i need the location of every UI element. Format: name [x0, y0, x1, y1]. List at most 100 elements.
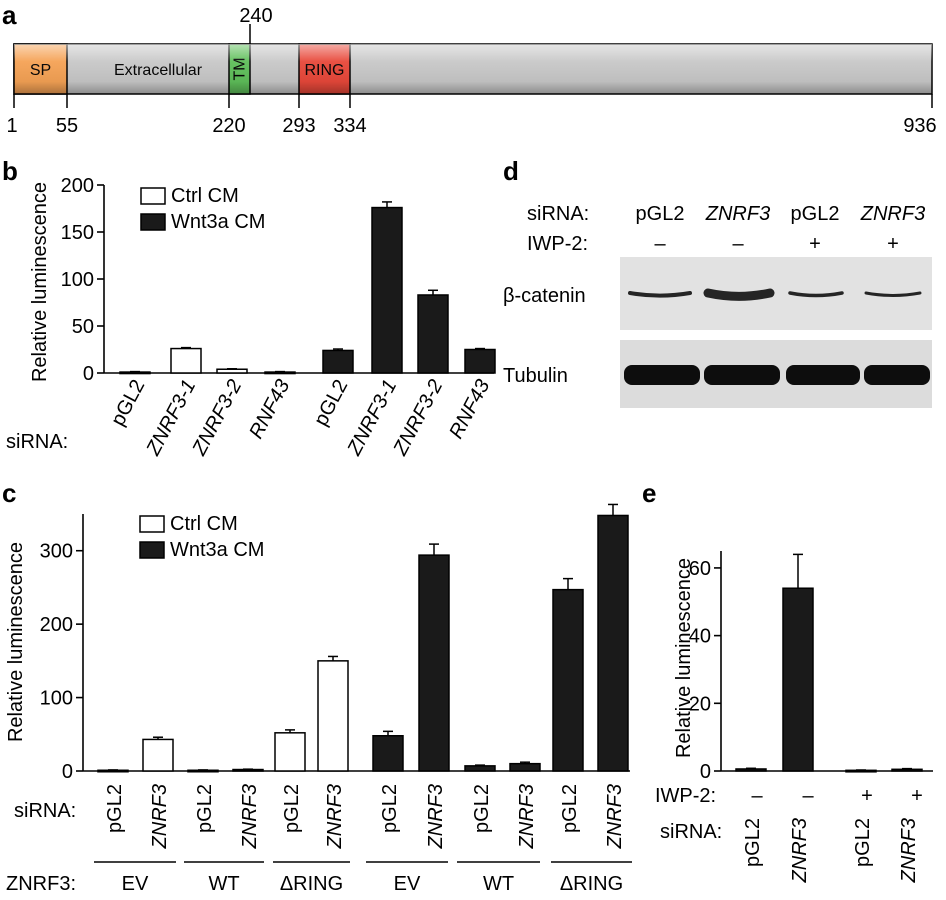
bar-wnt3a-cm-8: [464, 765, 496, 772]
x-label-3: RNF43: [245, 376, 294, 442]
tick-label-1: 1: [6, 115, 17, 137]
panel-c: c Relative luminescence 0 100 200 300 pGL2 ZN…: [2, 478, 632, 895]
bar-wnt3a-cm-7: [464, 348, 496, 374]
x-label-1: ZNRF3: [149, 784, 171, 849]
x-label-6: pGL2: [379, 784, 401, 833]
x-label-0: pGL2: [742, 818, 764, 867]
bar-ctrl-cm-1: [142, 738, 174, 772]
row-label-znrf3-c: ZNRF3:: [6, 873, 76, 895]
y-tick-label-20: 20: [689, 693, 711, 715]
legend-swatch-1: [139, 541, 165, 559]
tick-label-334: 334: [333, 115, 366, 137]
tick-label-293: 293: [282, 115, 315, 137]
bar-wnt3a-cm-5: [371, 206, 403, 374]
legend-swatch-0: [140, 187, 166, 205]
y-tick-label-0: 0: [700, 761, 711, 783]
bar-ctrl-cm-2: [187, 769, 219, 773]
cylinder-shading: [14, 44, 932, 94]
bar-ctrl-cm-3: [264, 371, 296, 375]
legend-label-1: Wnt3a CM: [171, 211, 265, 233]
beta-catenin-band-3: [864, 291, 922, 297]
y-tick-label-300: 300: [40, 541, 73, 563]
blot-label-tubulin: Tubulin: [503, 365, 568, 387]
x-label-1: ZNRF3: [789, 818, 811, 883]
tubulin-band-1: [704, 365, 780, 385]
group-label-2: ΔRING: [280, 873, 343, 895]
x-label-11: ZNRF3: [604, 784, 626, 849]
lane-iwp-1: –: [732, 233, 744, 255]
x-label-9: ZNRF3: [516, 784, 538, 849]
lane-iwp-0: –: [654, 233, 666, 255]
x-label-0: pGL2: [107, 376, 149, 430]
lane-sirna-3: ZNRF3: [860, 203, 925, 225]
bar-wnt3a-cm-11: [597, 514, 629, 772]
lane-sirna-2: pGL2: [791, 203, 840, 225]
x-label-7: ZNRF3: [425, 784, 447, 849]
row-label-iwp-e: IWP-2:: [655, 785, 716, 807]
panel-letter-c: c: [2, 478, 16, 508]
bar-ctrl-cm-5: [317, 660, 349, 772]
panel-b: b Relative luminescence 0 50 100 150 200 pGL2…: [2, 156, 496, 460]
x-label-2: pGL2: [852, 818, 874, 867]
x-label-2: pGL2: [194, 784, 216, 833]
panel-d: d siRNA: IWP-2: pGL2 – ZNRF3 – pGL2 + ZNRF3 + β…: [503, 156, 932, 408]
lane-iwp-2: +: [809, 233, 821, 255]
bar-wnt3a-cm-6: [417, 294, 449, 374]
row-label-sirna-b: siRNA:: [6, 431, 68, 453]
panel-letter-b: b: [2, 156, 18, 186]
y-tick-label-200: 200: [40, 614, 73, 636]
iwp-sign-0: –: [751, 785, 763, 807]
x-label-3: ZNRF3: [239, 784, 261, 849]
ylabel-e: Relative luminescence: [673, 558, 695, 758]
x-label-8: pGL2: [471, 784, 493, 833]
y-tick-label-100: 100: [40, 688, 73, 710]
tubulin-band-2: [786, 365, 860, 385]
group-label-3: EV: [394, 873, 421, 895]
y-tick-label-100: 100: [61, 269, 94, 291]
y-tick-label-150: 150: [61, 222, 94, 244]
ylabel-c: Relative luminescence: [5, 542, 27, 742]
chart-c: 0 100 200 300 pGL2 ZNRF3 pGL2 ZNRF3 pGL2 ZNRF3 pGL…: [40, 503, 632, 895]
bar-ctrl-cm-4: [274, 732, 306, 772]
x-label-7: RNF43: [445, 376, 494, 442]
bar--3: [891, 768, 923, 772]
y-tick-label-200: 200: [61, 175, 94, 197]
bar-ctrl-cm-3: [232, 768, 264, 772]
bar--0: [735, 768, 767, 772]
beta-catenin-band-1: [703, 288, 775, 301]
y-tick-label-0: 0: [62, 761, 73, 783]
bar-wnt3a-cm-9: [509, 762, 541, 772]
row-label-sirna-c: siRNA:: [14, 800, 76, 822]
y-tick-label-0: 0: [83, 363, 94, 385]
y-tick-label-50: 50: [72, 316, 94, 338]
blot-bands: [624, 288, 930, 385]
panel-e: e Relative luminescence 0 20 40 60 pGL2 ZNRF3…: [642, 478, 933, 883]
row-label-sirna-d: siRNA:: [527, 203, 589, 225]
x-label-3: ZNRF3: [898, 818, 920, 883]
lane-sirna-1: ZNRF3: [705, 203, 770, 225]
group-label-0: EV: [122, 873, 149, 895]
bar-ctrl-cm-2: [216, 368, 248, 374]
bar--1: [782, 587, 814, 772]
x-label-4: pGL2: [310, 376, 352, 430]
legend-swatch-1: [140, 213, 166, 231]
x-label-4: pGL2: [281, 784, 303, 833]
legend-label-0: Ctrl CM: [171, 185, 239, 207]
group-label-4: WT: [483, 873, 514, 895]
beta-catenin-band-2: [788, 291, 844, 298]
blot-label-beta-catenin: β-catenin: [503, 285, 586, 307]
group-label-1: WT: [208, 873, 239, 895]
tubulin-band-0: [624, 365, 700, 385]
iwp-sign-1: –: [802, 785, 814, 807]
tick-label-55: 55: [56, 115, 78, 137]
bar-ctrl-cm-1: [170, 347, 202, 374]
panel-letter-e: e: [642, 478, 656, 508]
legend-label-1: Wnt3a CM: [170, 539, 264, 561]
bar-wnt3a-cm-4: [322, 349, 354, 374]
group-label-5: ΔRING: [560, 873, 623, 895]
x-label-0: pGL2: [104, 784, 126, 833]
y-tick-label-60: 60: [689, 558, 711, 580]
lane-sirna-0: pGL2: [636, 203, 685, 225]
protein-domain-map: SPExtracellularTMRING155220293334936: [6, 24, 937, 137]
